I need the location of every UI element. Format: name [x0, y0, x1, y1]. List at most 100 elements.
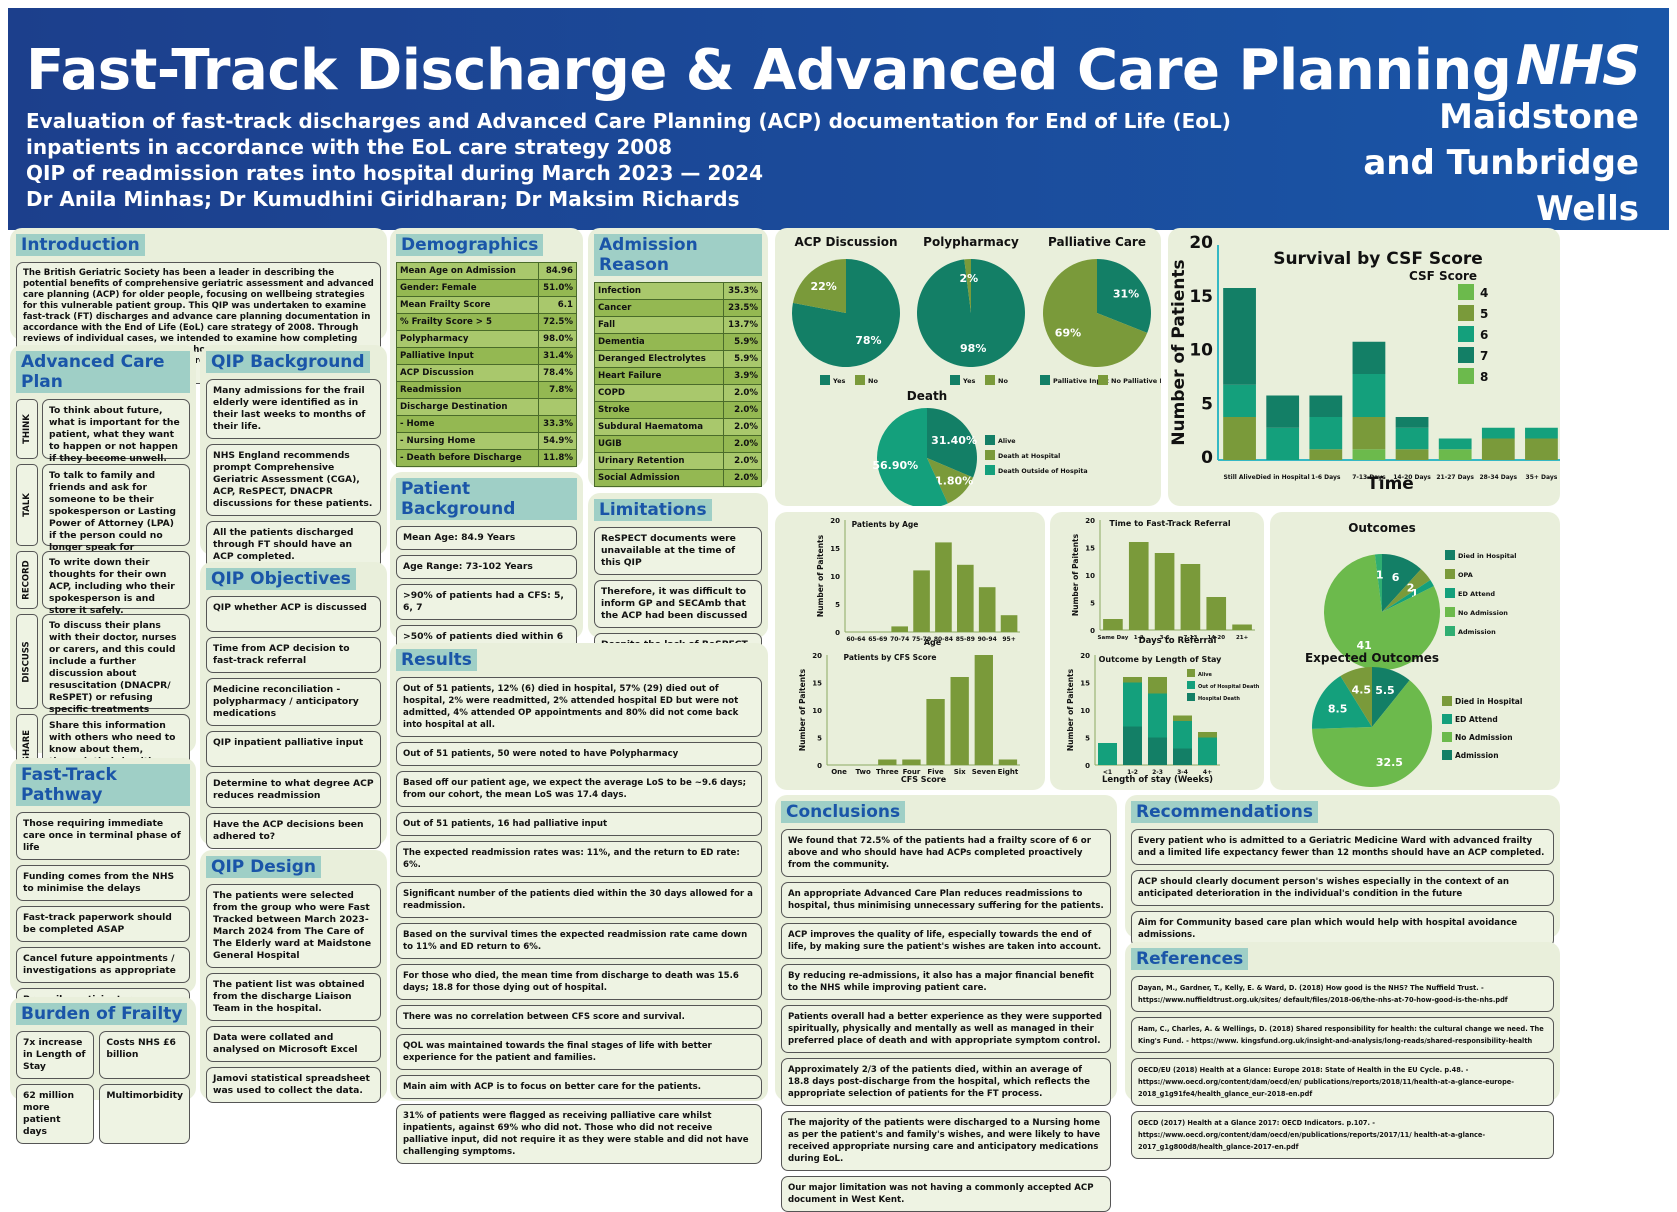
pie-slice: [927, 458, 974, 504]
x-tick-label: 14-20: [1207, 635, 1225, 641]
slice-label: 1: [1411, 587, 1419, 600]
y-tick-label: 15: [812, 680, 822, 688]
table-row: Dementia 5.9%: [594, 333, 762, 351]
poster-header: Fast-Track Discharge & Advanced Care Pla…: [8, 8, 1669, 257]
result-item: Significant number of the patients died …: [396, 882, 762, 918]
legend-label: Yes: [832, 377, 846, 385]
y-tick-label: 15: [1080, 680, 1090, 688]
fast-track-item: Cancel future appointments / investigati…: [16, 947, 190, 983]
burden-of-frailty-heading: Burden of Frailty: [16, 1003, 188, 1025]
bar: [1173, 721, 1192, 749]
acp-step-text: To write down their thoughts for their o…: [42, 551, 190, 616]
x-tick-label: 85-89: [956, 636, 975, 643]
y-tick-label: 5: [1090, 600, 1095, 608]
bar: [1000, 615, 1018, 632]
result-item: Out of 51 patients, 50 were noted to hav…: [396, 742, 762, 766]
result-item: There was no correlation between CFS sco…: [396, 1005, 762, 1029]
slice-label: 78%: [855, 334, 881, 347]
x-tick-label: 1-2: [1127, 769, 1138, 776]
y-tick-label: 5: [1085, 735, 1090, 743]
pie-slice: [1382, 554, 1422, 612]
referral-los-charts-panel: 0 5 10 15 20 Same Day 1-2 3-6 7-13 14-20 21+ Time t…: [1050, 512, 1264, 790]
x-tick-label: 21-27 Days: [1436, 474, 1474, 481]
qip-objective-item: Medicine reconciliation - polypharmacy /…: [206, 678, 381, 726]
advanced-care-plan-heading: Advanced Care Plan: [16, 351, 190, 393]
authors: Dr Anila Minhas; Dr Kumudhini Giridharan…: [26, 187, 740, 211]
y-axis-label: Number of Paitents: [798, 668, 807, 751]
bar: [1352, 374, 1386, 417]
x-tick-label: Eight: [998, 768, 1019, 776]
bar: [1395, 417, 1429, 428]
burden-item: Costs NHS £6 billion: [99, 1031, 190, 1079]
acp-step: RECORD To write down their thoughts for t…: [16, 551, 190, 616]
poster-title: Fast-Track Discharge & Advanced Care Pla…: [26, 38, 1512, 103]
y-tick-label: 0: [817, 762, 822, 770]
qip-objective-item: Determine to what degree ACP reduces rea…: [206, 772, 381, 808]
bar: [913, 570, 930, 632]
slice-label: 31%: [1113, 287, 1139, 300]
pie-slice: [964, 259, 971, 313]
legend-label: No: [868, 377, 878, 385]
qip-design-panel: QIP Design The patients were selected fro…: [200, 850, 387, 1103]
admission-reason-heading: Admission Reason: [594, 234, 762, 276]
pie-title: Expected Outcomes: [1305, 651, 1439, 665]
qip-background-item: Many admissions for the frail elderly we…: [206, 379, 381, 439]
row-value: 2.0%: [723, 401, 762, 419]
qip-design-item: The patients were selected from the grou…: [206, 884, 381, 968]
table-row: COPD 2.0%: [594, 384, 762, 402]
pie-slice: [1382, 579, 1434, 612]
burden-item: Multimorbidity: [99, 1084, 190, 1144]
bar: [1173, 748, 1192, 765]
results-panel: Results Out of 51 patients, 12% (6) died …: [390, 643, 768, 1164]
legend-swatch: [1442, 732, 1452, 742]
legend-label: Alive: [998, 438, 1016, 445]
patient-background-item: >90% of patients had a CFS: 5, 6, 7: [396, 584, 577, 620]
org-name: Maidstone and Tunbridge Wells: [1363, 97, 1639, 229]
acp-step: TALK To talk to family and friends and as…: [16, 464, 190, 565]
bar: [1352, 449, 1386, 460]
conclusion-item: An appropriate Advanced Care Plan reduce…: [781, 882, 1111, 918]
bar: [1123, 682, 1142, 727]
acp-step-name: THINK: [22, 414, 32, 444]
slice-label: 2: [1407, 581, 1415, 594]
row-value: [538, 398, 577, 416]
legend-swatch: [1445, 626, 1455, 636]
bar: [1198, 737, 1217, 765]
table-row: Cancer 23.5%: [594, 299, 762, 317]
row-label: Urinary Retention: [594, 452, 724, 470]
result-item: QOL was maintained towards the final sta…: [396, 1034, 762, 1070]
pie-title: Outcomes: [1348, 521, 1416, 535]
y-tick-label: 10: [830, 573, 840, 581]
pie-charts-panel: ACP Discussion 78% 22% Yes No Polypharmacy 98%…: [775, 228, 1179, 508]
acp-step-name: RECORD: [22, 560, 33, 600]
bar: [1223, 288, 1256, 385]
x-tick-label: <1: [1103, 769, 1112, 776]
pie-slice: [1312, 675, 1372, 729]
legend-label: No Palliative Input: [1111, 377, 1161, 385]
bar: [1352, 341, 1386, 374]
row-value: 23.5%: [723, 299, 762, 317]
row-label: Dementia: [594, 333, 724, 351]
bar: [974, 655, 993, 765]
results-heading: Results: [396, 649, 477, 671]
qip-objective-item: QIP whether ACP is discussed: [206, 596, 381, 632]
references-heading: References: [1131, 948, 1249, 970]
limitation-item: Therefore, it was difficult to inform GP…: [594, 580, 762, 628]
legend-label: 6: [1480, 328, 1488, 342]
legend-swatch: [1445, 569, 1455, 579]
legend-label: Palliative Input: [1053, 377, 1109, 385]
row-value: 2.0%: [723, 452, 762, 470]
demographics-panel: Demographics Mean Age on Admission 84.96 Ge…: [390, 228, 583, 468]
limitations-panel: Limitations ReSPECT documents were unavai…: [588, 493, 768, 681]
legend-swatch: [1458, 368, 1474, 384]
table-row: - Death before Discharge 11.8%: [396, 449, 577, 467]
legend-label: Death at Hospital: [998, 453, 1060, 460]
x-tick-label: Died in Hospital: [1256, 474, 1310, 481]
bar: [935, 542, 952, 632]
y-axis-label: Number of Paitents: [1071, 533, 1080, 616]
row-value: 2.0%: [723, 435, 762, 453]
table-row: Palliative Input 31.4%: [396, 347, 577, 365]
row-label: Stroke: [594, 401, 724, 419]
bar: [950, 677, 969, 765]
legend-label: Died in Hospital: [1455, 697, 1522, 706]
